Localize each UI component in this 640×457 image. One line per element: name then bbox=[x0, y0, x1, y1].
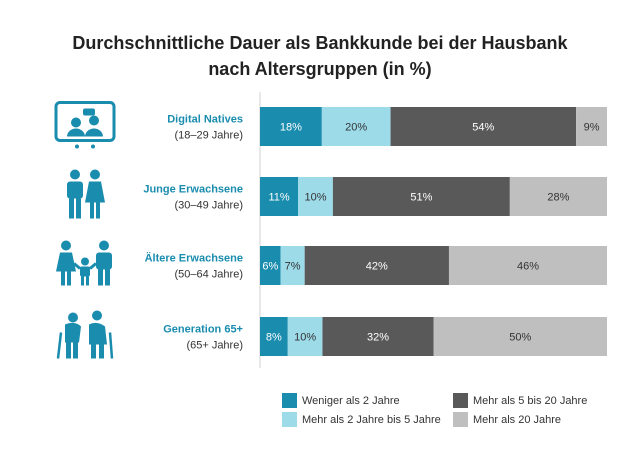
legend-swatch bbox=[282, 393, 297, 408]
seniors-with-canes-icon bbox=[56, 310, 114, 359]
bar-segment bbox=[260, 317, 288, 356]
bar-segment bbox=[448, 246, 607, 285]
legend-item: Mehr als 5 bis 20 Jahre bbox=[453, 393, 587, 408]
data-label: 50% bbox=[509, 332, 531, 344]
data-label: 20% bbox=[345, 122, 367, 134]
data-label: 51% bbox=[410, 192, 432, 204]
bar-segment bbox=[321, 107, 391, 146]
bar-segment bbox=[576, 107, 607, 146]
data-label: 32% bbox=[367, 332, 389, 344]
data-label: 7% bbox=[285, 261, 301, 273]
legend-item: Mehr als 2 Jahre bis 5 Jahre bbox=[282, 412, 441, 427]
legend-item: Mehr als 20 Jahre bbox=[453, 412, 561, 427]
bar-segment bbox=[390, 107, 577, 146]
bar-segment bbox=[298, 177, 333, 216]
family-icon bbox=[56, 240, 112, 286]
bar-segment bbox=[260, 177, 299, 216]
bar-segment bbox=[509, 177, 607, 216]
category-label: Ältere Erwachsene bbox=[145, 252, 243, 265]
bar-segment bbox=[433, 317, 607, 356]
category-label: Digital Natives bbox=[167, 114, 243, 126]
data-label: 10% bbox=[294, 332, 316, 344]
chart-title: Durchschnittliche Dauer als Bankkunde be… bbox=[0, 30, 640, 82]
category-sublabel: (65+ Jahre) bbox=[186, 340, 243, 352]
legend-label: Weniger als 2 Jahre bbox=[302, 394, 400, 407]
data-label: 54% bbox=[472, 122, 494, 134]
data-label: 46% bbox=[517, 261, 539, 273]
data-label: 8% bbox=[266, 332, 282, 344]
couple-icon bbox=[67, 169, 105, 219]
bar-segment bbox=[280, 246, 305, 285]
chart-title-line-1: Durchschnittliche Dauer als Bankkunde be… bbox=[72, 33, 568, 53]
category-label: Junge Erwachsene bbox=[143, 184, 243, 196]
legend-swatch bbox=[282, 412, 297, 427]
category-label: Generation 65+ bbox=[163, 324, 243, 336]
data-label: 42% bbox=[366, 261, 388, 273]
bar-segment bbox=[322, 317, 434, 356]
legend-label: Mehr als 5 bis 20 Jahre bbox=[473, 394, 588, 407]
bar-segment bbox=[304, 246, 449, 285]
legend-swatch bbox=[453, 393, 468, 408]
bar-segment bbox=[260, 107, 322, 146]
data-label: 10% bbox=[305, 192, 327, 204]
data-label: 6% bbox=[262, 261, 278, 273]
category-sublabel: (30–49 Jahre) bbox=[175, 200, 244, 212]
legend-label: Mehr als 2 Jahre bis 5 Jahre bbox=[302, 413, 441, 426]
bar-segment bbox=[287, 317, 323, 356]
legend-swatch bbox=[453, 412, 468, 427]
bar-segment bbox=[260, 246, 281, 285]
category-sublabel: (18–29 Jahre) bbox=[175, 130, 244, 142]
legend-item: Weniger als 2 Jahre bbox=[282, 393, 400, 408]
tablet-video-call-icon bbox=[54, 101, 116, 149]
data-label: 11% bbox=[268, 192, 289, 204]
bar-segment bbox=[332, 177, 510, 216]
category-sublabel: (50–64 Jahre) bbox=[175, 269, 244, 281]
data-label: 28% bbox=[547, 192, 569, 204]
chart-title-line-2: nach Altersgruppen (in %) bbox=[208, 59, 432, 79]
data-label: 18% bbox=[280, 122, 302, 134]
legend-label: Mehr als 20 Jahre bbox=[473, 413, 562, 426]
data-label: 9% bbox=[584, 122, 600, 134]
